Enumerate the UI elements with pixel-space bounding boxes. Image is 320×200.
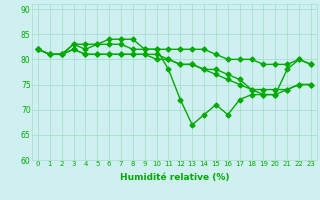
- X-axis label: Humidité relative (%): Humidité relative (%): [120, 173, 229, 182]
